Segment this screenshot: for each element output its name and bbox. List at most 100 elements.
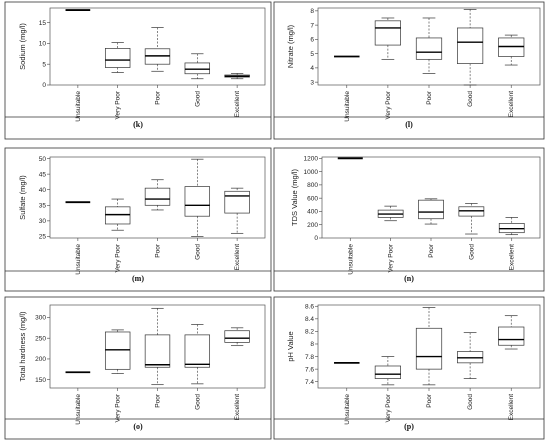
box-poor xyxy=(144,27,171,72)
iqr-box xyxy=(418,199,444,220)
iqr-box xyxy=(144,334,171,368)
x-tick-label: Good xyxy=(194,244,201,260)
y-tick-label: 7.4 xyxy=(305,379,314,386)
y-tick-label: 0 xyxy=(42,82,46,89)
x-tick-label: Excellent xyxy=(508,394,515,421)
x-tick-label: Very Poor xyxy=(385,393,392,422)
x-tick-label: Poor xyxy=(155,243,162,258)
x-tick-label: Poor xyxy=(426,90,433,105)
x-tick-label: Very Poor xyxy=(388,243,395,272)
x-tick-label: Unsuitable xyxy=(75,244,82,275)
iqr-box xyxy=(374,365,401,379)
y-tick-label: 200 xyxy=(35,356,46,363)
iqr-box xyxy=(104,48,131,68)
box-very-poor xyxy=(104,329,131,374)
y-tick-label: 35 xyxy=(39,202,47,209)
x-tick-label: Very Poor xyxy=(115,243,122,272)
y-tick-label: 8 xyxy=(310,8,314,15)
x-tick-label: Very Poor xyxy=(115,393,122,422)
y-tick-label: 7 xyxy=(310,22,314,29)
box-poor xyxy=(418,198,444,225)
y-tick-label: 4 xyxy=(310,65,314,72)
panel-frame xyxy=(273,1,545,140)
y-tick-label: 50 xyxy=(39,156,47,163)
y-tick-label: 250 xyxy=(35,335,46,342)
panel-frame xyxy=(273,296,545,440)
y-tick-label: 300 xyxy=(35,315,46,322)
iqr-box xyxy=(184,334,211,368)
y-tick-label: 6 xyxy=(310,37,314,44)
box-good xyxy=(184,53,211,80)
y-tick-label: 10 xyxy=(39,41,47,48)
box-excellent xyxy=(498,217,525,236)
x-tick-label: Excellent xyxy=(234,91,241,118)
box-good xyxy=(184,158,211,237)
y-tick-label: 15 xyxy=(39,20,47,27)
box-very-poor xyxy=(374,356,401,386)
y-tick-label: 40 xyxy=(39,187,47,194)
y-axis-label: Sulfate (mg/l) xyxy=(18,175,27,220)
box-poor xyxy=(144,307,171,386)
x-tick-label: Poor xyxy=(155,90,162,105)
iqr-box xyxy=(498,326,525,346)
panel-caption: (l) xyxy=(405,120,413,129)
y-axis-label: Sodium (mg/l) xyxy=(18,23,27,70)
iqr-box xyxy=(498,37,525,57)
x-tick-label: Unsuitable xyxy=(75,394,82,425)
box-poor xyxy=(415,307,443,386)
panel-caption: (m) xyxy=(132,274,144,283)
box-excellent xyxy=(224,327,250,347)
y-tick-label: 8.2 xyxy=(305,329,314,336)
box-excellent xyxy=(498,34,525,66)
box-very-poor xyxy=(104,198,131,231)
panel-k: (k) 0 5 10 15 Sodium (mg/l) Unsuitable Very Poo… xyxy=(4,1,272,140)
y-tick-label: 5 xyxy=(42,61,46,68)
iqr-box xyxy=(104,331,131,370)
iqr-box xyxy=(104,206,131,225)
y-tick-label: 7.6 xyxy=(305,366,314,373)
x-tick-label: Unsuitable xyxy=(75,91,82,122)
x-tick-label: Excellent xyxy=(509,244,516,271)
panel-frame xyxy=(273,147,545,292)
y-tick-label: 800 xyxy=(307,182,318,189)
box-good xyxy=(457,9,484,86)
y-tick-label: 1200 xyxy=(304,156,319,163)
y-tick-label: 0 xyxy=(314,235,318,242)
x-tick-label: Excellent xyxy=(234,244,241,271)
iqr-box xyxy=(224,330,250,343)
iqr-box xyxy=(415,37,443,60)
x-tick-label: Poor xyxy=(428,243,435,258)
y-axis-label: Total hardness (mg/l) xyxy=(18,311,27,382)
box-poor xyxy=(144,179,171,211)
box-poor xyxy=(415,17,443,74)
y-tick-label: 1000 xyxy=(304,169,319,176)
x-tick-label: Unsuitable xyxy=(344,91,351,122)
x-tick-label: Good xyxy=(467,91,474,107)
y-tick-label: 600 xyxy=(307,195,318,202)
x-tick-label: Very Poor xyxy=(115,90,122,119)
panel-frame xyxy=(4,296,272,440)
box-excellent xyxy=(224,187,250,234)
x-tick-label: Poor xyxy=(155,393,162,408)
x-tick-label: Poor xyxy=(426,393,433,408)
panel-l: (l) 3 4 5 6 7 8 Nitrate (mg/l) Unsuitable Very Po… xyxy=(273,1,545,140)
box-excellent xyxy=(498,315,525,350)
panel-p: (p) 7.4 7.6 7.8 8 8.2 8.4 8.6 pH Value Unsuitable… xyxy=(273,296,545,440)
x-tick-label: Good xyxy=(194,394,201,410)
iqr-box xyxy=(374,20,401,46)
y-tick-label: 8.4 xyxy=(305,316,314,323)
y-tick-label: 25 xyxy=(39,234,47,241)
box-good xyxy=(184,324,211,385)
iqr-box xyxy=(184,62,211,75)
x-tick-label: Good xyxy=(467,394,474,410)
panel-caption: (p) xyxy=(404,422,414,431)
x-tick-label: Good xyxy=(194,91,201,107)
y-axis-label: TDS Value (mg/l) xyxy=(290,169,299,226)
y-tick-label: 8.6 xyxy=(305,303,314,310)
y-tick-label: 400 xyxy=(307,209,318,216)
y-tick-label: 3 xyxy=(310,79,314,86)
iqr-box xyxy=(144,187,171,206)
panel-caption: (k) xyxy=(133,120,143,129)
box-very-poor xyxy=(377,205,404,222)
